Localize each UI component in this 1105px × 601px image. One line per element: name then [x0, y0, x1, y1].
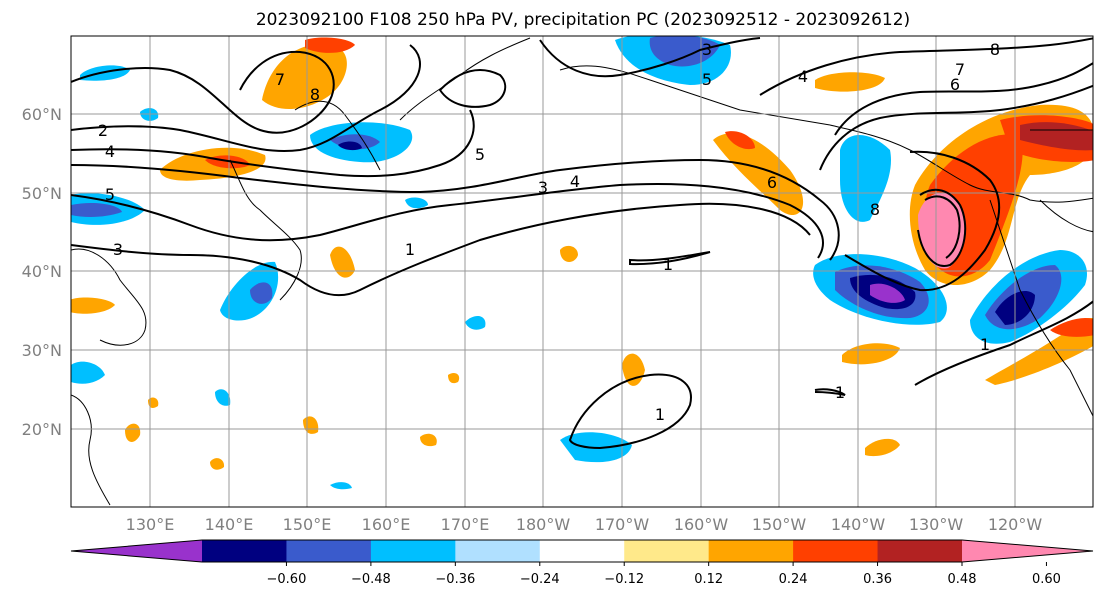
- colorbar-segment: [877, 540, 963, 562]
- contour-label-4b: 4: [570, 172, 580, 191]
- contour-label-5: 5: [105, 185, 115, 204]
- map-title: 2023092100 F108 250 hPa PV, precipitatio…: [256, 10, 910, 30]
- colorbar-outline: [70, 539, 1094, 563]
- contour-label-7b: 7: [955, 60, 965, 79]
- lon-label: 140°W: [831, 515, 886, 534]
- lat-label-60n: 60°N: [22, 105, 62, 124]
- colorbar: −0.60 −0.48 −0.36 −0.24 −0.12 0.12 0.24 0.36 0.4…: [70, 539, 1094, 587]
- contour-label-6: 6: [950, 75, 960, 94]
- contour-label-8: 8: [310, 85, 320, 104]
- lon-label: 120°W: [988, 515, 1043, 534]
- colorbar-segment: [202, 540, 287, 562]
- colorbar-segment: [624, 540, 710, 562]
- colorbar-segment: [286, 540, 372, 562]
- colorbar-tick-label: 0.12: [694, 572, 723, 587]
- contour-label-3: 3: [113, 240, 123, 259]
- coastlines: [71, 37, 1093, 506]
- lon-label: 150°W: [752, 515, 807, 534]
- lon-axis: 130°E 140°E 150°E 160°E 170°E 180°W 170°…: [126, 515, 1043, 534]
- contour-label-3c: 3: [702, 40, 712, 59]
- colorbar-segment: [455, 540, 541, 562]
- colorbar-tick-label: −0.48: [351, 572, 391, 587]
- colorbar-segment: [793, 540, 879, 562]
- lat-axis: 60°N 50°N 40°N 30°N 20°N: [22, 105, 62, 439]
- lat-label-40n: 40°N: [22, 262, 62, 281]
- lon-label: 140°E: [205, 515, 254, 534]
- contour-label-7: 7: [275, 70, 285, 89]
- lon-label: 160°W: [674, 515, 729, 534]
- lon-label: 130°W: [909, 515, 964, 534]
- colorbar-segment: [539, 540, 625, 562]
- map-panel: 2 4 5 3 7 8 5 3 4 1 1 1 4 5 3 6 7 8 6 8 …: [71, 36, 1093, 507]
- colorbar-extend-min: [71, 540, 202, 562]
- contour-label-5b: 5: [475, 145, 485, 164]
- contour-label-4: 4: [105, 142, 115, 161]
- lon-label: 170°W: [595, 515, 650, 534]
- map-frame: [70, 35, 1094, 508]
- lon-label: 170°E: [441, 515, 490, 534]
- colorbar-segment: [708, 540, 794, 562]
- contour-label-1d: 1: [980, 335, 990, 354]
- contour-label-6b: 6: [767, 173, 777, 192]
- colorbar-tick-label: −0.36: [435, 572, 475, 587]
- colorbar-segment: [370, 540, 456, 562]
- lon-label: 130°E: [126, 515, 175, 534]
- contour-labels: 2 4 5 3 7 8 5 3 4 1 1 1 4 5 3 6 7 8 6 8 …: [98, 40, 1000, 424]
- contour-label-3b: 3: [538, 178, 548, 197]
- contour-label-5c: 5: [702, 70, 712, 89]
- lon-label: 160°E: [362, 515, 411, 534]
- lat-label-20n: 20°N: [22, 420, 62, 439]
- colorbar-tick-label: −0.24: [520, 572, 560, 587]
- colorbar-tick-label: 0.60: [1032, 572, 1061, 587]
- contour-label-1e: 1: [835, 383, 845, 402]
- contour-label-1b: 1: [663, 255, 673, 274]
- colorbar-tick-label: −0.60: [267, 572, 307, 587]
- colorbar-extend-max: [962, 540, 1093, 562]
- colorbar-tick-label: 0.24: [779, 572, 808, 587]
- lon-label: 150°E: [283, 515, 332, 534]
- pv-contours: [71, 37, 1093, 450]
- contour-label-8c: 8: [870, 200, 880, 219]
- colorbar-tick-label: −0.12: [604, 572, 644, 587]
- contour-label-2: 2: [98, 121, 108, 140]
- lat-label-30n: 30°N: [22, 341, 62, 360]
- contour-label-8b: 8: [990, 40, 1000, 59]
- contour-label-1: 1: [405, 240, 415, 259]
- lon-label: 180°W: [516, 515, 571, 534]
- graticule: [71, 36, 1093, 507]
- colorbar-tick-label: 0.36: [863, 572, 892, 587]
- contour-label-1c: 1: [655, 405, 665, 424]
- lat-label-50n: 50°N: [22, 184, 62, 203]
- colorbar-tick-label: 0.48: [948, 572, 977, 587]
- contour-label-4c: 4: [798, 67, 808, 86]
